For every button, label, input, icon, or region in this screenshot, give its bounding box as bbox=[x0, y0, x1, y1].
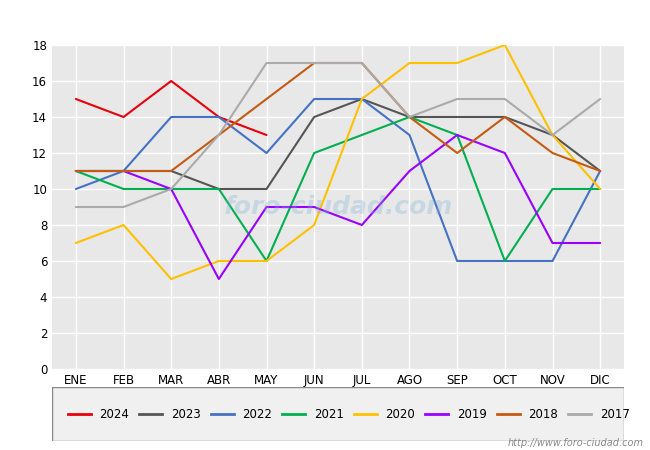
Text: 2022: 2022 bbox=[242, 408, 272, 420]
Text: 2017: 2017 bbox=[600, 408, 630, 420]
Text: Afiliados en Peranzanes a 31/5/2024: Afiliados en Peranzanes a 31/5/2024 bbox=[161, 14, 489, 32]
Text: 2021: 2021 bbox=[314, 408, 344, 420]
Text: 2018: 2018 bbox=[528, 408, 558, 420]
Text: 2019: 2019 bbox=[457, 408, 487, 420]
Text: http://www.foro-ciudad.com: http://www.foro-ciudad.com bbox=[508, 438, 644, 448]
Text: 2020: 2020 bbox=[385, 408, 415, 420]
FancyBboxPatch shape bbox=[52, 387, 624, 441]
Text: foro-ciudad.com: foro-ciudad.com bbox=[224, 195, 452, 219]
Text: 2024: 2024 bbox=[99, 408, 129, 420]
Text: 2023: 2023 bbox=[171, 408, 200, 420]
